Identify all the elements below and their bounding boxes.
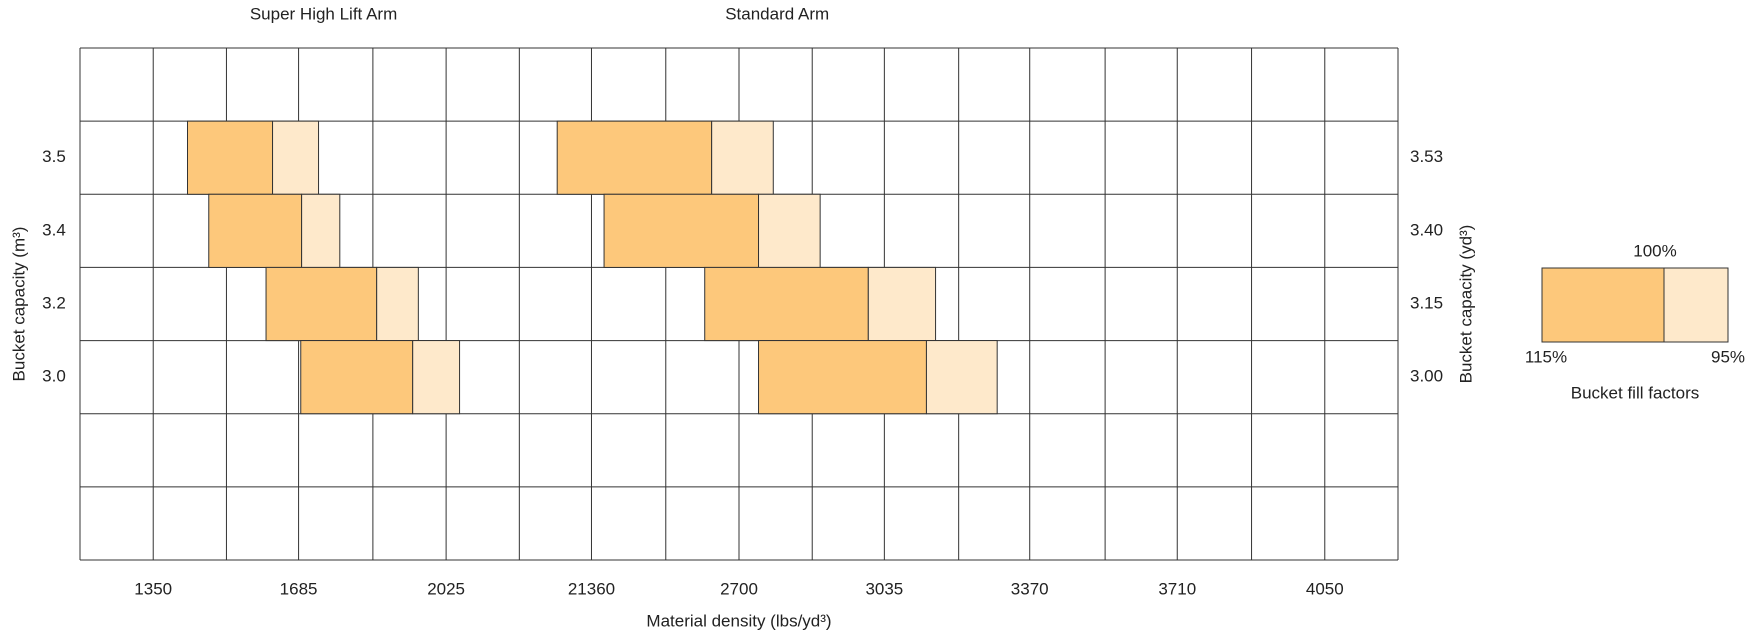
bar-segment-low: [758, 193, 821, 268]
x-tick-label: 3035: [865, 579, 903, 598]
bar-segment-high: [603, 193, 760, 268]
bar-segment-high: [208, 193, 303, 268]
legend-mid-label: 100%: [1633, 241, 1676, 260]
bar-segment-low: [711, 120, 774, 195]
bar-segment-low: [272, 120, 320, 195]
bar-segment-high: [187, 120, 274, 195]
y-tick-label: 3.5: [42, 147, 66, 166]
bar-segment-low: [376, 266, 419, 342]
y-axis-title: Bucket capacity (m³): [9, 227, 28, 382]
series-title: Super High Lift Arm: [250, 4, 397, 23]
bar-segment-low: [925, 340, 998, 415]
bar-segment-high: [556, 120, 713, 195]
bar-segment-low: [412, 340, 461, 415]
bar-segment-high: [300, 340, 414, 415]
x-axis-title: Material density (lbs/yd³): [646, 611, 831, 630]
y-tick-label: 3.4: [42, 220, 66, 239]
y-tick-label: 3.2: [42, 293, 66, 312]
legend-swatch-high: [1541, 267, 1665, 343]
x-tick-label: 3710: [1158, 579, 1196, 598]
y2-axis-title: Bucket capacity (yd³): [1456, 225, 1475, 384]
legend-title: Bucket fill factors: [1571, 383, 1700, 402]
bar-segment-low: [867, 266, 937, 342]
x-tick-label: 3370: [1011, 579, 1049, 598]
y-tick-label: 3.0: [42, 367, 66, 386]
series-title: Standard Arm: [725, 4, 829, 23]
y2-tick-label: 3.40: [1410, 220, 1443, 239]
x-tick-label: 1350: [134, 579, 172, 598]
x-tick-label: 2700: [720, 579, 758, 598]
bar-segment-low: [301, 193, 341, 268]
x-tick-label: 2025: [427, 579, 465, 598]
legend-start-label: 115%: [1525, 347, 1567, 366]
y2-tick-label: 3.00: [1410, 367, 1443, 386]
bar-segment-high: [265, 266, 378, 342]
x-tick-label: 1685: [280, 579, 318, 598]
legend: 100% 115% 95% Bucket fill factors: [1525, 241, 1745, 402]
legend-end-label: 95%: [1711, 347, 1745, 366]
legend-swatch-low: [1663, 267, 1729, 343]
x-tick-label: 4050: [1306, 579, 1344, 598]
bar-segment-high: [704, 266, 869, 342]
y2-tick-label: 3.53: [1410, 147, 1443, 166]
y2-tick-label: 3.15: [1410, 293, 1443, 312]
bar-segment-high: [758, 340, 927, 415]
x-tick-label: 21360: [568, 579, 615, 598]
